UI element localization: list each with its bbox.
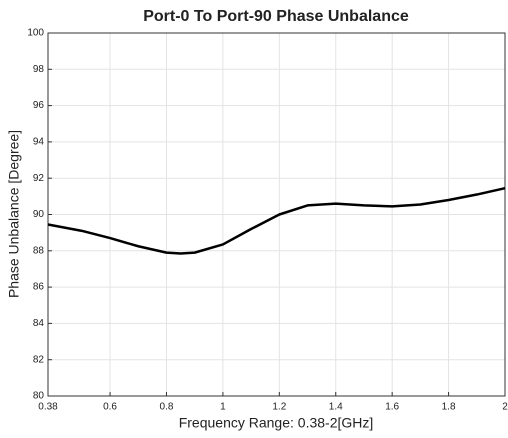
x-tick-label: 0.8 <box>160 402 174 413</box>
x-tick-label: 0.6 <box>103 402 117 413</box>
plot-frame <box>47 32 506 397</box>
x-tick-label: 0.38 <box>38 402 58 413</box>
y-tick-label: 96 <box>33 100 45 111</box>
y-tick-label: 82 <box>33 354 45 365</box>
y-tick-label: 88 <box>33 245 45 256</box>
chart-title: Port-0 To Port-90 Phase Unbalance <box>143 8 409 25</box>
y-tick-label: 92 <box>33 173 45 184</box>
x-tick-label: 1.4 <box>329 402 343 413</box>
x-tick-label: 1.6 <box>385 402 399 413</box>
y-tick-label: 100 <box>27 28 44 39</box>
x-tick-label: 1 <box>220 402 226 413</box>
y-tick-label: 94 <box>33 137 45 148</box>
x-tick-label: 1.2 <box>272 402 286 413</box>
y-tick-label: 80 <box>33 391 45 402</box>
x-tick-label: 2 <box>502 402 508 413</box>
x-axis-label: Frequency Range: 0.38-2[GHz] <box>179 415 374 431</box>
y-axis-label: Phase Unbalance [Degree] <box>6 130 22 298</box>
y-tick-label: 84 <box>33 318 45 329</box>
x-tick-label: 1.8 <box>442 402 456 413</box>
y-tick-label: 86 <box>33 282 45 293</box>
data-line <box>47 186 506 255</box>
y-tick-label: 98 <box>33 64 45 75</box>
y-tick-label: 90 <box>33 209 45 220</box>
